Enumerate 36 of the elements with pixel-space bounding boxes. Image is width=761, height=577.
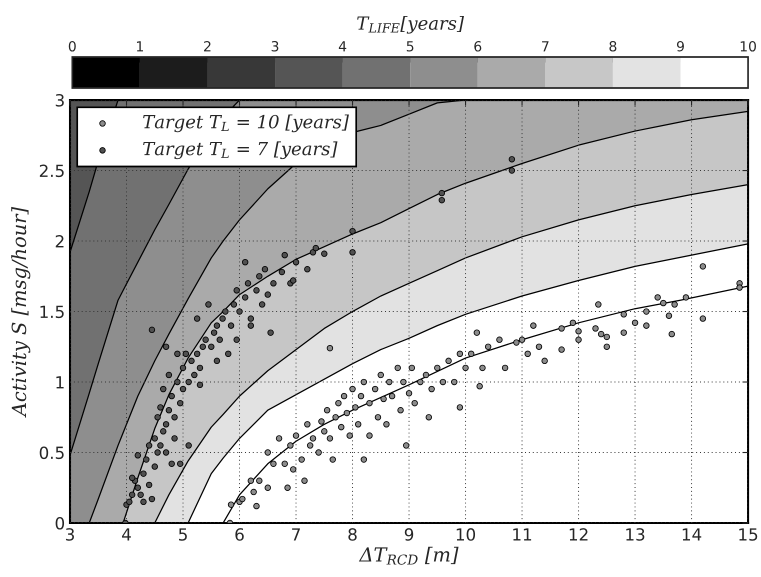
color-bar-label: 6 — [474, 41, 482, 52]
y-tick-label: 2 — [56, 234, 64, 248]
color-bar-label: 9 — [676, 41, 684, 52]
x-axis-title: ΔT$_{RCD}$ [m] — [358, 546, 459, 565]
y-tick-label: 2.5 — [40, 164, 64, 178]
legend-label: Target T$_{L}$ = 10 [years] — [143, 114, 349, 132]
color-bar-label: 0 — [68, 41, 76, 52]
y-tick-label: 1.5 — [40, 306, 64, 318]
x-tick-label: 3 — [66, 528, 74, 541]
color-bar-title: T$_{LIFE}$[years] — [357, 16, 464, 34]
legend-label: Target T$_{L}$ = 7 [years] — [143, 141, 338, 160]
y-tick-label: 3 — [56, 94, 64, 107]
y-tick-label: 1 — [56, 376, 64, 388]
x-tick-label: 4 — [122, 528, 131, 541]
x-tick-label: 12 — [570, 528, 588, 541]
x-tick-label: 6 — [235, 528, 244, 541]
y-tick-label: 0 — [56, 516, 64, 530]
color-bar-label: 7 — [542, 41, 549, 52]
x-tick-label: 15 — [739, 528, 758, 541]
y-axis-title: Activity S [msg/hour] — [11, 206, 30, 418]
color-bar-label: 1 — [136, 41, 144, 52]
color-bar-label: 3 — [272, 41, 278, 52]
x-tick-label: 14 — [682, 528, 702, 541]
color-bar-label: 5 — [406, 41, 414, 52]
x-tick-label: 10 — [456, 528, 476, 541]
color-bar-label: 10 — [740, 41, 756, 52]
x-tick-label: 13 — [626, 528, 644, 541]
y-tick-label: 0.5 — [40, 446, 64, 460]
x-tick-label: 9 — [404, 528, 414, 541]
x-tick-label: 8 — [348, 528, 357, 541]
color-bar-label: 2 — [204, 41, 210, 52]
x-tick-label: 7 — [292, 528, 300, 541]
color-bar-label: 4 — [338, 41, 346, 52]
x-tick-label: 5 — [179, 528, 187, 541]
x-tick-label: 11 — [513, 528, 532, 541]
color-bar-label: 8 — [609, 41, 616, 52]
